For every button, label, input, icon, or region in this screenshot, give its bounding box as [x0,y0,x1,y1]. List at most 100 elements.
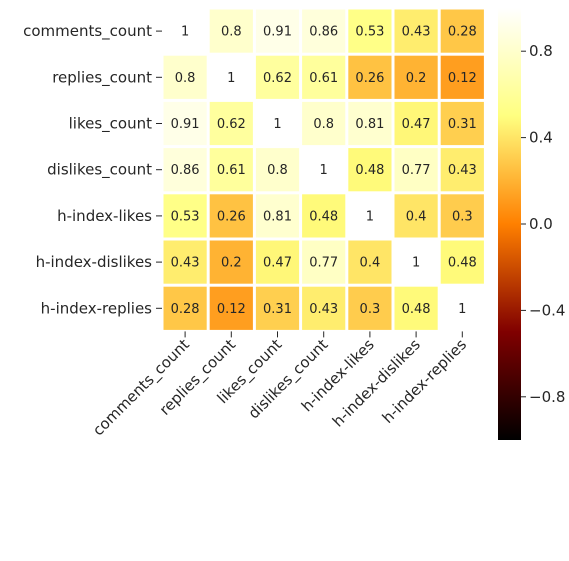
heatmap-cell [394,240,438,284]
cell-value-label: 0.4 [360,256,381,271]
y-tick-label: likes_count [69,115,152,134]
cell-value-label: 0.26 [217,209,246,224]
cell-value-label: 0.86 [309,25,338,40]
cell-value-label: 0.53 [171,209,200,224]
heatmap-cell [209,9,253,53]
heatmap-cell [440,286,484,330]
heatmap-cell [255,101,300,146]
cell-value-label: 0.3 [360,302,381,317]
cell-value-label: 0.91 [171,117,200,132]
cell-value-label: 0.8 [175,71,196,86]
cell-value-label: 0.53 [355,25,384,40]
heatmap-cell [348,55,392,99]
cell-value-label: 0.91 [263,25,292,40]
heatmap-cell [209,55,253,99]
heatmap-cell [163,240,207,284]
cell-value-label: 0.47 [263,256,292,271]
heatmap-cell [348,240,392,284]
heatmap-cell [440,240,484,284]
cell-value-label: 0.31 [448,117,477,132]
heatmap-cell [209,194,253,238]
cell-value-label: 0.86 [171,163,200,178]
y-tick-label: h-index-replies [41,299,153,317]
heatmap-cell [348,194,392,238]
cell-value-label: 0.81 [355,117,384,132]
cell-value-label: 0.48 [309,209,338,224]
colorbar-tick-label: −0.8 [529,388,565,406]
cell-value-label: 0.2 [406,71,427,86]
y-axis-labels: comments_count replies_count likes_countdi… [23,22,162,317]
heatmap-cells: 1 0.8 0.91 0.86 0.53 0.43 0.280.8 1 0.62 0.61 0.26… [163,9,484,330]
cell-value-label: 0.28 [448,25,477,40]
heatmap-cell [440,101,484,146]
heatmap-cell [394,286,438,330]
heatmap-cell [394,9,438,53]
y-tick-label: comments_count [23,22,152,41]
heatmap-cell [209,286,253,330]
y-tick-label: replies_count [52,68,152,87]
heatmap-cell [163,9,207,53]
cell-value-label: 0.43 [171,256,200,271]
y-tick-label: h-index-likes [57,207,152,225]
colorbar-gradient [498,8,521,440]
cell-value-label: 0.12 [217,302,246,317]
cell-value-label: 0.61 [217,163,246,178]
cell-value-label: 0.48 [448,256,477,271]
heatmap-cell [209,101,253,146]
cell-value-label: 0.43 [448,163,477,178]
heatmap-cell [302,194,346,238]
heatmap-cell [302,9,346,53]
cell-value-label: 0.48 [355,163,384,178]
heatmap-cell [440,194,484,238]
heatmap-cell [348,286,392,330]
heatmap-cell [440,9,484,53]
cell-value-label: 1 [181,25,189,40]
heatmap-cell [255,194,300,238]
heatmap-cell [302,148,346,192]
heatmap-cell [348,148,392,192]
heatmap-cell [255,240,300,284]
heatmap-cell [163,194,207,238]
cell-value-label: 0.62 [263,71,292,86]
cell-value-label: 0.2 [221,256,242,271]
heatmap-cell [209,240,253,284]
cell-value-label: 0.8 [221,25,242,40]
cell-value-label: 0.81 [263,209,292,224]
cell-value-label: 0.4 [406,209,427,224]
cell-value-label: 0.77 [402,163,431,178]
heatmap-cell [163,148,207,192]
colorbar-tick-label: 0.4 [529,129,553,147]
cell-value-label: 0.8 [267,163,288,178]
heatmap-cell [394,194,438,238]
cell-value-label: 0.8 [313,117,334,132]
cell-value-label: 0.28 [171,302,200,317]
heatmap-cell [394,148,438,192]
colorbar: 0.8 0.4 0.0 −0.4 −0.8 [498,8,565,440]
heatmap-cell [394,55,438,99]
x-tick-label: h-index-replies [379,335,471,427]
cell-value-label: 0.31 [263,302,292,317]
cell-value-label: 1 [458,302,466,317]
heatmap-cell [209,148,253,192]
cell-value-label: 0.43 [309,302,338,317]
heatmap-cell [348,9,392,53]
x-axis-labels: comments_countreplies_countlikes_countdi… [89,331,470,440]
heatmap-cell [255,9,300,53]
cell-value-label: 0.26 [355,71,384,86]
cell-value-label: 0.48 [402,302,431,317]
heatmap-cell [163,101,207,146]
colorbar-tick-label: 0.8 [529,42,553,60]
x-tick-label: dislikes_count [245,335,333,423]
heatmap-cell [255,286,300,330]
heatmap-cell [348,101,392,146]
heatmap-cell [302,55,346,99]
heatmap-cell [255,148,300,192]
cell-value-label: 0.3 [452,209,473,224]
cell-value-label: 0.12 [448,71,477,86]
heatmap-cell [163,286,207,330]
cell-value-label: 1 [412,256,420,271]
heatmap-cell [394,101,438,146]
heatmap-cell [440,148,484,192]
cell-value-label: 1 [320,163,328,178]
